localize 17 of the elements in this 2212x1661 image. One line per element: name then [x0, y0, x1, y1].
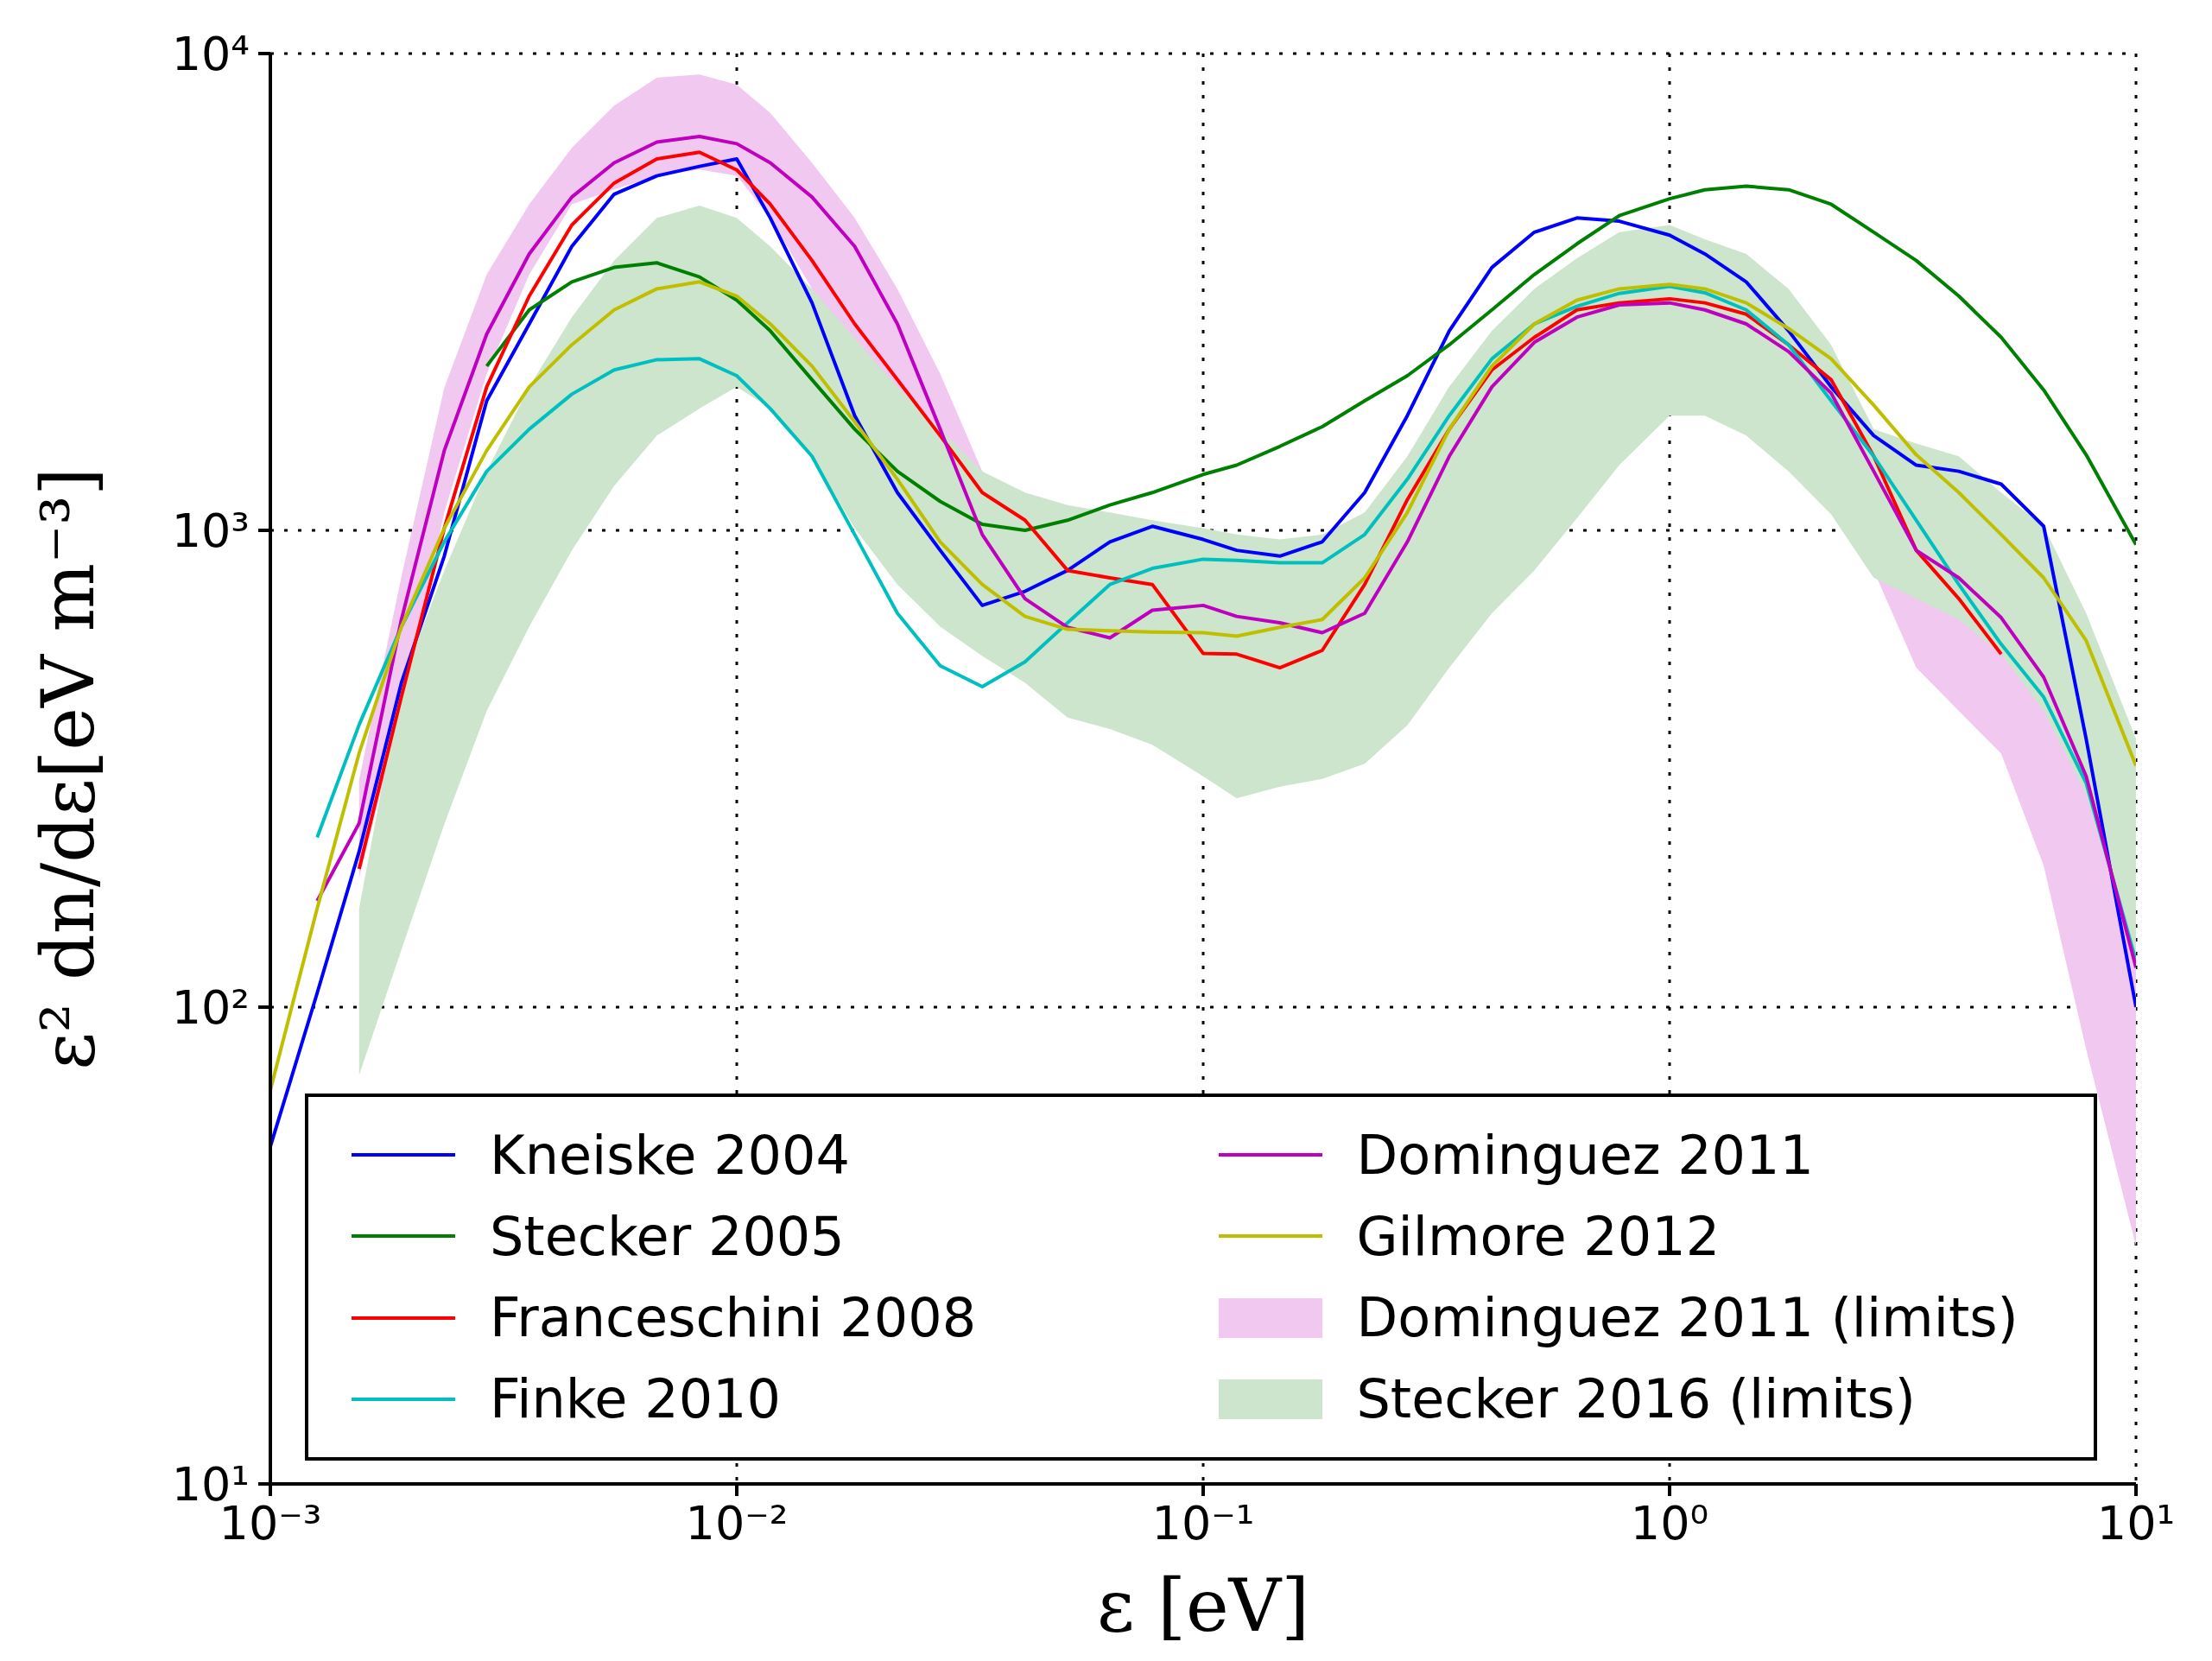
x-axis-title: ε [eV]: [1096, 1563, 1310, 1648]
legend-label: Franceschini 2008: [490, 1286, 977, 1350]
y-tick-label: 10²: [171, 980, 250, 1036]
x-tick-label: 10¹: [2096, 1496, 2176, 1551]
legend-label: Finke 2010: [490, 1367, 782, 1431]
legend-label: Gilmore 2012: [1356, 1204, 1721, 1268]
x-tick-label: 10⁰: [1630, 1496, 1709, 1551]
legend-label: Kneiske 2004: [490, 1123, 850, 1187]
legend-label: Stecker 2016 (limits): [1356, 1367, 1916, 1431]
legend-label: Dominguez 2011: [1356, 1123, 1814, 1187]
y-tick-label: 10⁴: [171, 27, 250, 82]
y-axis-title: ε² dn/dε[eV m⁻³]: [25, 467, 111, 1070]
y-tick-label: 10³: [171, 504, 250, 559]
x-tick-label: 10⁻¹: [1151, 1496, 1255, 1551]
legend-label: Dominguez 2011 (limits): [1356, 1286, 2019, 1350]
x-tick-label: 10⁻²: [685, 1496, 789, 1551]
legend-label: Stecker 2005: [490, 1204, 845, 1268]
